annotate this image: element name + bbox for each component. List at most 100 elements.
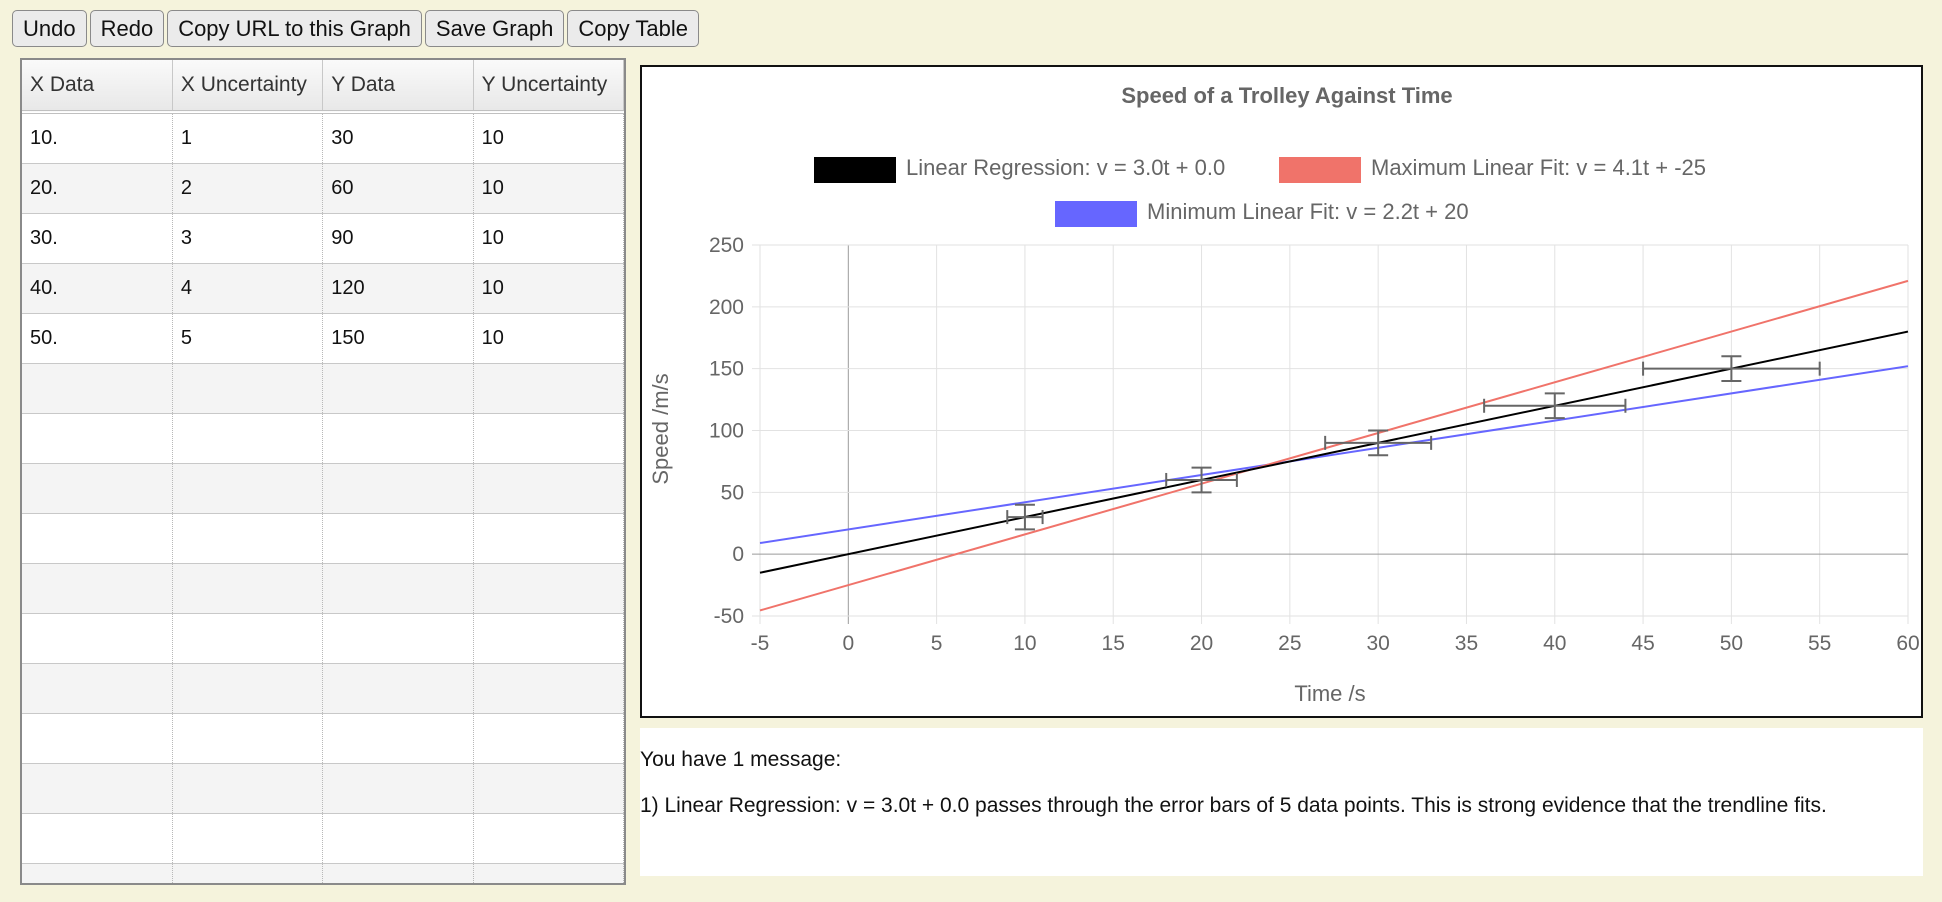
table-cell[interactable] <box>22 513 173 564</box>
table-cell[interactable] <box>172 863 324 883</box>
table-cell[interactable] <box>322 513 474 564</box>
table-row <box>22 813 624 864</box>
table-row <box>22 663 624 714</box>
table-cell[interactable]: 10 <box>473 163 624 214</box>
table-cell[interactable]: 10 <box>473 213 624 264</box>
table-cell[interactable] <box>322 363 474 414</box>
table-cell[interactable] <box>172 563 324 614</box>
table-cell[interactable]: 90 <box>322 213 474 264</box>
data-table: X Data X Uncertainty Y Data Y Uncertaint… <box>20 58 626 885</box>
fit-line-2 <box>759 365 1909 545</box>
table-cell[interactable] <box>22 463 173 514</box>
table-cell[interactable]: 1 <box>172 112 324 164</box>
table-cell[interactable] <box>172 713 324 764</box>
table-cell[interactable]: 10 <box>473 112 624 164</box>
table-cell[interactable] <box>172 413 324 464</box>
table-cell[interactable] <box>322 763 474 814</box>
table-cell[interactable] <box>22 613 173 664</box>
table-cell[interactable] <box>22 763 173 814</box>
x-tick-label: 25 <box>1278 632 1301 655</box>
table-cell[interactable]: 60 <box>322 163 474 214</box>
table-cell[interactable]: 30. <box>22 213 173 264</box>
y-tick-label: 0 <box>732 543 744 566</box>
table-cell[interactable] <box>172 463 324 514</box>
table-cell[interactable] <box>172 763 324 814</box>
table-cell[interactable] <box>22 863 173 883</box>
message-header: You have 1 message: <box>640 748 842 771</box>
table-cell[interactable] <box>322 613 474 664</box>
table-cell[interactable] <box>172 813 324 864</box>
column-header-y-uncertainty[interactable]: Y Uncertainty <box>473 60 624 114</box>
table-row <box>22 363 624 414</box>
fit-line-0 <box>759 330 1909 574</box>
table-cell[interactable] <box>172 663 324 714</box>
table-cell[interactable] <box>22 813 173 864</box>
legend-label-2: Minimum Linear Fit: v = 2.2t + 20 <box>1147 199 1469 224</box>
table-cell[interactable] <box>473 613 624 664</box>
table-cell[interactable] <box>322 663 474 714</box>
table-cell[interactable] <box>322 813 474 864</box>
table-cell[interactable] <box>322 713 474 764</box>
chart-data-points <box>1006 355 1821 531</box>
legend-swatch-2 <box>1055 201 1137 227</box>
table-cell[interactable]: 10 <box>473 263 624 314</box>
table-header-row: X Data X Uncertainty Y Data Y Uncertaint… <box>22 60 624 114</box>
chart-fit-lines <box>759 279 1909 612</box>
toolbar: Undo Redo Copy URL to this Graph Save Gr… <box>12 10 699 47</box>
table-cell[interactable] <box>473 763 624 814</box>
table-cell[interactable]: 30 <box>322 112 474 164</box>
table-cell[interactable] <box>172 513 324 564</box>
x-tick-label: 5 <box>931 632 943 655</box>
table-cell[interactable]: 50. <box>22 313 173 364</box>
table-cell[interactable] <box>22 363 173 414</box>
table-cell[interactable] <box>172 613 324 664</box>
copy-table-button[interactable]: Copy Table <box>567 10 699 47</box>
table-cell[interactable] <box>322 563 474 614</box>
table-cell[interactable] <box>473 813 624 864</box>
column-header-y-data[interactable]: Y Data <box>322 60 474 114</box>
table-cell[interactable]: 10 <box>473 313 624 364</box>
chart-ylabel: Speed /m/s <box>648 373 673 484</box>
chart-title: Speed of a Trolley Against Time <box>1121 83 1452 108</box>
table-cell[interactable] <box>473 713 624 764</box>
chart-xlabel: Time /s <box>1294 681 1365 706</box>
table-cell[interactable] <box>473 513 624 564</box>
table-cell[interactable] <box>22 413 173 464</box>
x-tick-label: 55 <box>1808 632 1831 655</box>
table-row <box>22 413 624 464</box>
table-cell[interactable] <box>322 463 474 514</box>
undo-button[interactable]: Undo <box>12 10 87 47</box>
table-cell[interactable] <box>22 563 173 614</box>
table-cell[interactable]: 5 <box>172 313 324 364</box>
copy-url-button[interactable]: Copy URL to this Graph <box>167 10 422 47</box>
table-cell[interactable] <box>322 413 474 464</box>
table-cell[interactable] <box>172 363 324 414</box>
table-cell[interactable] <box>473 363 624 414</box>
table-cell[interactable] <box>473 563 624 614</box>
table-cell[interactable]: 2 <box>172 163 324 214</box>
table-cell[interactable]: 40. <box>22 263 173 314</box>
table-cell[interactable] <box>22 663 173 714</box>
column-header-x-data[interactable]: X Data <box>22 60 173 114</box>
table-cell[interactable] <box>473 863 624 883</box>
table-cell[interactable] <box>473 663 624 714</box>
redo-button[interactable]: Redo <box>89 10 165 47</box>
x-tick-label: 60 <box>1896 632 1919 655</box>
table-row <box>22 713 624 764</box>
column-header-x-uncertainty[interactable]: X Uncertainty <box>172 60 324 114</box>
table-cell[interactable]: 4 <box>172 263 324 314</box>
save-graph-button[interactable]: Save Graph <box>424 10 565 47</box>
y-tick-label: 150 <box>709 358 744 381</box>
table-cell[interactable] <box>473 463 624 514</box>
x-tick-label: -5 <box>751 632 770 655</box>
table-cell[interactable]: 20. <box>22 163 173 214</box>
table-cell[interactable] <box>322 863 474 883</box>
table-cell[interactable] <box>22 713 173 764</box>
table-cell[interactable]: 150 <box>322 313 474 364</box>
table-cell[interactable]: 120 <box>322 263 474 314</box>
table-cell[interactable] <box>473 413 624 464</box>
message-item: 1) Linear Regression: v = 3.0t + 0.0 pas… <box>640 794 1827 817</box>
table-cell[interactable]: 3 <box>172 213 324 264</box>
table-row <box>22 613 624 664</box>
table-cell[interactable]: 10. <box>22 112 173 164</box>
